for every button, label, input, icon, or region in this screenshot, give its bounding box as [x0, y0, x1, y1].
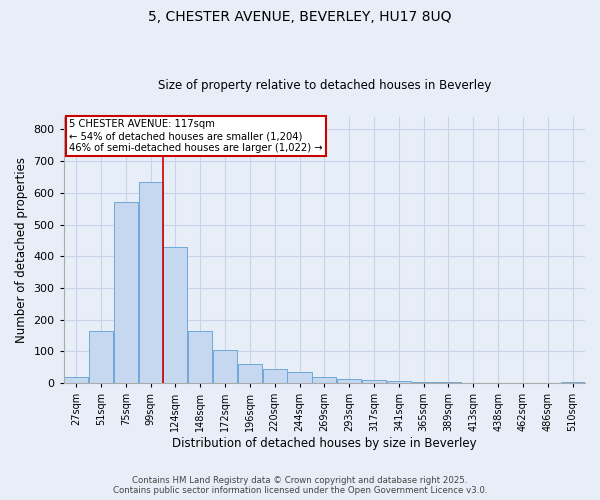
Bar [387, 382, 411, 383]
Bar [362, 380, 386, 383]
Bar [188, 330, 212, 383]
X-axis label: Distribution of detached houses by size in Beverley: Distribution of detached houses by size … [172, 437, 476, 450]
Bar [89, 330, 113, 383]
Text: Contains HM Land Registry data © Crown copyright and database right 2025.
Contai: Contains HM Land Registry data © Crown c… [113, 476, 487, 495]
Bar [238, 364, 262, 383]
Bar [560, 382, 584, 383]
Title: Size of property relative to detached houses in Beverley: Size of property relative to detached ho… [158, 79, 491, 92]
Y-axis label: Number of detached properties: Number of detached properties [15, 157, 28, 343]
Bar [139, 182, 163, 383]
Bar [64, 376, 88, 383]
Bar [213, 350, 237, 383]
Bar [114, 202, 138, 383]
Bar [263, 369, 287, 383]
Bar [412, 382, 436, 383]
Bar [313, 376, 337, 383]
Text: 5 CHESTER AVENUE: 117sqm
← 54% of detached houses are smaller (1,204)
46% of sem: 5 CHESTER AVENUE: 117sqm ← 54% of detach… [69, 120, 323, 152]
Bar [436, 382, 461, 383]
Bar [163, 246, 187, 383]
Bar [337, 379, 361, 383]
Bar [287, 372, 311, 383]
Text: 5, CHESTER AVENUE, BEVERLEY, HU17 8UQ: 5, CHESTER AVENUE, BEVERLEY, HU17 8UQ [148, 10, 452, 24]
